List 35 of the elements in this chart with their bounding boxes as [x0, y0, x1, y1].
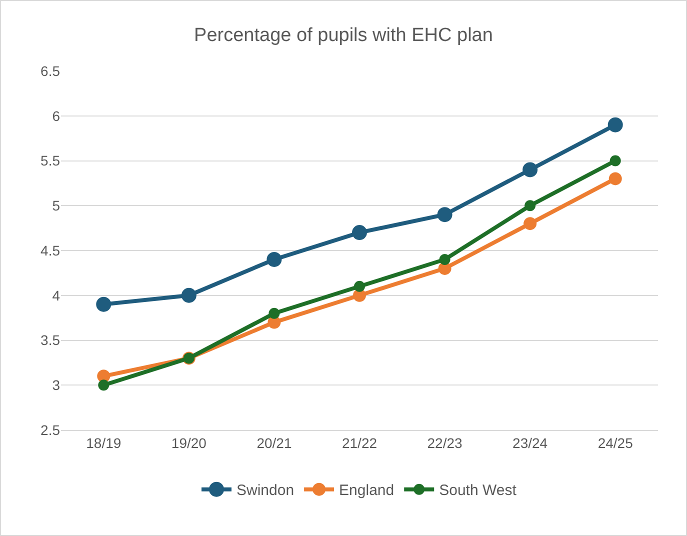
point	[181, 288, 196, 303]
y-tick-label: 6.5	[40, 62, 60, 79]
x-tick-label: 22/23	[427, 434, 463, 451]
y-tick-label: 5	[52, 198, 60, 214]
x-tick-label: 23/24	[512, 434, 548, 451]
point	[608, 117, 623, 132]
point	[439, 254, 450, 265]
y-tick-label: 5.5	[40, 152, 60, 169]
legend-label: England	[339, 482, 394, 500]
y-tick-label: 4	[52, 287, 60, 304]
legend-label: South West	[439, 482, 518, 500]
legend-label: Swindon	[236, 482, 294, 500]
chart-title: Percentage of pupils with EHC plan	[194, 25, 493, 46]
y-tick-label: 2.5	[40, 422, 60, 438]
y-tick-label: 3.5	[40, 332, 60, 348]
point	[352, 225, 367, 240]
y-tick-label: 6	[52, 108, 60, 124]
point	[268, 308, 280, 319]
y-tick-label: 3	[52, 377, 60, 394]
x-tick-label: 18/19	[86, 434, 122, 451]
point	[354, 280, 365, 292]
point	[610, 155, 621, 166]
point	[437, 207, 452, 222]
point	[98, 380, 110, 391]
point	[524, 217, 537, 230]
point	[522, 162, 538, 178]
y-tick-label: 4.5	[40, 242, 60, 258]
point	[524, 200, 536, 212]
x-tick-label: 24/25	[598, 434, 634, 451]
point	[96, 296, 112, 312]
point	[608, 172, 622, 186]
x-tick-label: 20/21	[256, 434, 292, 451]
point	[266, 252, 282, 267]
x-tick-label: 19/20	[171, 434, 207, 451]
x-tick-label: 21/22	[342, 434, 378, 451]
